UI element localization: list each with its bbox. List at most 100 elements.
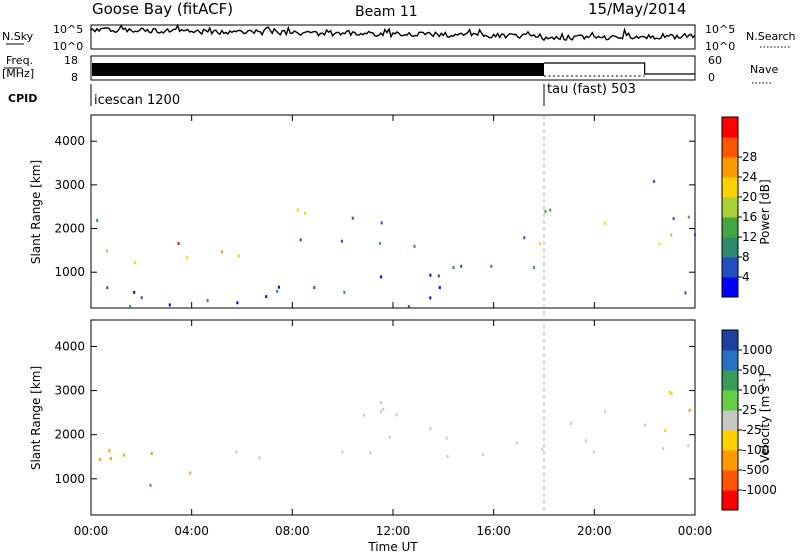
power-cbar-swatch (722, 177, 738, 198)
power-cell-10 (313, 286, 316, 290)
cpid-mode-icescan: icescan 1200 (94, 93, 180, 108)
power-cell-0 (133, 261, 136, 265)
velocity-cell-3 (395, 413, 398, 417)
x-tick-label: 20:00 (577, 524, 612, 538)
nsearch-tick-high: 10^5 (705, 23, 735, 36)
velocity-cbar-swatch (722, 430, 738, 451)
power-cell-10 (407, 305, 410, 309)
power-cell-10 (265, 295, 268, 299)
velocity-cell-2 (515, 441, 518, 445)
power-cell-5 (437, 274, 440, 278)
power-cbar-tick-label: 24 (742, 170, 757, 184)
velocity-cbar-swatch (722, 470, 738, 491)
power-ylabel: Slant Range [km] (29, 160, 43, 264)
velocity-cbar-swatch (722, 370, 738, 391)
power-cbar-swatch (722, 117, 738, 138)
power-cell-3 (378, 241, 381, 245)
velocity-cell-0 (109, 457, 112, 461)
velocity-cbar-swatch (722, 490, 738, 511)
velocity-cell-2 (446, 454, 449, 458)
power-cell-10 (343, 290, 346, 294)
power-cbar-tick-label: 20 (742, 190, 757, 204)
power-ytick-label: 1000 (54, 265, 85, 279)
power-cell-4 (304, 211, 307, 215)
x-tick-label: 16:00 (476, 524, 511, 538)
velocity-cell-0 (150, 452, 153, 455)
power-cell-10 (684, 291, 687, 295)
power-cell-7 (549, 208, 552, 212)
power-cell-10 (140, 296, 143, 300)
x-tick-label: 08:00 (275, 524, 310, 538)
power-cell-5 (490, 264, 493, 268)
velocity-cbar-tick-label: 500 (742, 363, 765, 377)
velocity-colorbar: -1000 -500 -100 -25 25 100 500 1000 (721, 329, 777, 511)
velocity-cell-5 (664, 429, 667, 433)
velocity-cbar-swatch (722, 410, 738, 431)
power-cbar-tick-label: 8 (742, 250, 750, 264)
power-cbar-swatch (722, 257, 738, 278)
power-cell-9 (672, 217, 675, 221)
velocity-ylabel: Slant Range [km] (29, 366, 43, 470)
velocity-cell-2 (369, 451, 372, 455)
velocity-cbar-tick-label: -100 (742, 443, 769, 457)
velocity-cell-3 (429, 427, 432, 430)
velocity-cell-4 (604, 409, 607, 413)
power-cbar-tick-label: 16 (742, 210, 757, 224)
nave-label: Nave (750, 63, 778, 76)
velocity-cbar-swatch (722, 330, 738, 351)
power-cell-0 (177, 242, 180, 245)
power-cell-5 (429, 273, 432, 277)
power-cbar-tick-label: 4 (742, 270, 750, 284)
velocity-ytick-label: 2000 (54, 428, 85, 442)
velocity-cbar-swatch (722, 390, 738, 411)
beam-title: Beam 11 (355, 4, 418, 20)
nave-tick-high: 60 (708, 54, 722, 67)
velocity-cell-2 (662, 447, 665, 451)
power-cell-10 (133, 290, 136, 294)
freq-unit-label: [MHz] (2, 67, 34, 80)
velocity-cell-5 (668, 391, 671, 394)
power-cell-7 (544, 210, 547, 214)
power-cell-5 (460, 264, 463, 268)
x-tick-label: 00:00 (678, 524, 713, 538)
power-cell-0 (186, 256, 189, 260)
x-axis-label: Time UT (367, 540, 418, 554)
velocity-cell-2 (687, 444, 690, 448)
velocity-cell-0 (108, 449, 111, 453)
power-cbar-tick-label: 28 (742, 150, 757, 164)
velocity-cell-4 (644, 423, 646, 427)
cpid-mode-tau: tau (fast) 503 (547, 82, 636, 97)
nsearch-tick-low: 10^0 (705, 40, 735, 53)
velocity-cbar-tick-label: 1000 (742, 343, 773, 357)
power-cell-9 (670, 233, 673, 237)
cpid-strip: CPID icescan 1200 tau (fast) 503 (8, 82, 636, 108)
velocity-cell-1 (149, 483, 152, 487)
velocity-cell-2 (482, 453, 485, 457)
power-cbar-tick-label: 12 (742, 230, 757, 244)
velocity-cbar-tick-label: -500 (742, 463, 769, 477)
velocity-cbar-tick-label: 100 (742, 383, 765, 397)
power-cell-10 (206, 299, 209, 303)
power-cell-10 (236, 301, 239, 305)
power-cell-6 (351, 216, 354, 220)
power-cell-10 (168, 303, 171, 307)
date-title: 15/May/2014 (588, 0, 686, 18)
velocity-cell-4 (570, 421, 573, 425)
power-cell-0 (105, 249, 108, 253)
velocity-ytick-label: 3000 (54, 384, 85, 398)
nsky-label: N.Sky (2, 30, 34, 43)
nave-tick-low: 0 (708, 71, 715, 84)
power-cell-10 (276, 289, 279, 293)
power-scatter (96, 179, 696, 309)
power-cell-3 (299, 238, 302, 242)
power-cbar-swatch (722, 197, 738, 218)
power-y-axis: 1000 2000 3000 4000 (54, 134, 695, 279)
power-cbar-swatch (722, 137, 738, 158)
freq-strip: Freq. [MHz] 18 8 60 0 Nave (2, 54, 778, 84)
freq-tick-low: 8 (71, 71, 78, 84)
velocity-cbar-label: Velocity [m s-1] (758, 373, 772, 463)
velocity-y-axis: 1000 2000 3000 4000 (54, 339, 695, 486)
power-cell-3 (523, 236, 526, 240)
